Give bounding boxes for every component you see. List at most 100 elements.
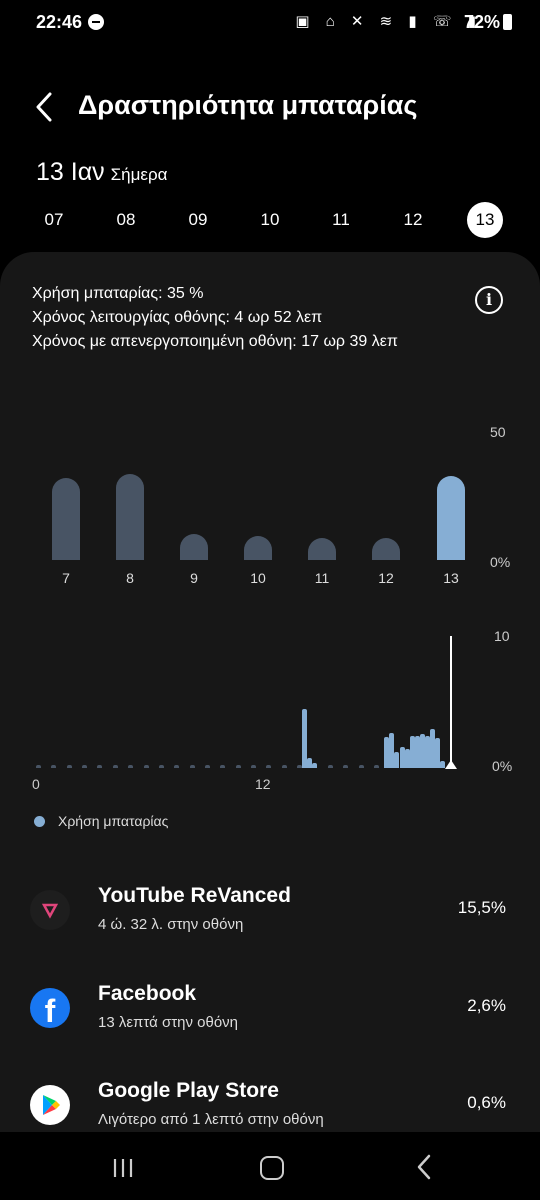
current-time-pointer-icon: [445, 760, 457, 769]
back-arrow-icon[interactable]: [30, 90, 60, 124]
screen-off-time-text: Χρόνος με απενεργοποιημένη οθόνη: 17 ωρ …: [32, 333, 398, 350]
hourly-bar: [251, 765, 257, 768]
app-name: YouTube ReVanced: [98, 884, 291, 907]
hourly-bar: [128, 765, 134, 768]
home-icon[interactable]: [260, 1156, 284, 1180]
hourly-x-tick: 0: [32, 776, 40, 792]
app-row-facebook[interactable]: f Facebook 13 λεπτά στην οθόνη 2,6%: [0, 980, 540, 1060]
hourly-bar: [384, 736, 390, 768]
daily-bar-label: 8: [126, 570, 134, 586]
status-icons: ▣ ⌂ ✕ ≋ ▮ ☏ ▮: [295, 13, 482, 30]
hourly-bar: [307, 758, 313, 768]
app-battery-percent: 15,5%: [457, 898, 506, 917]
hourly-bar: [373, 765, 379, 768]
daily-bar-7[interactable]: [52, 478, 80, 560]
hourly-bar: [174, 765, 180, 768]
date-label: 13 Ιαν: [36, 158, 105, 186]
date-heading: 13 Ιαν Σήμερα: [36, 158, 168, 187]
hourly-x-tick: 12: [255, 776, 271, 792]
hourly-bar: [302, 709, 308, 768]
app-name: Google Play Store: [98, 1079, 279, 1102]
page-title: Δραστηριότητα μπαταρίας: [78, 90, 418, 120]
hourly-bar: [297, 765, 303, 768]
screen-on-time-text: Χρόνος λειτουργίας οθόνης: 4 ωρ 52 λεπ: [32, 309, 323, 326]
app-battery-percent: 2,6%: [467, 996, 506, 1015]
app-screen-time: 13 λεπτά στην οθόνη: [98, 1014, 239, 1031]
hourly-y-min-label: 0%: [492, 758, 513, 774]
battery-icon: [503, 14, 512, 30]
day-07[interactable]: 07: [44, 210, 64, 229]
daily-bar-8[interactable]: [116, 473, 144, 560]
info-icon[interactable]: i: [475, 286, 503, 314]
daily-bar-12[interactable]: [372, 538, 400, 560]
hourly-bar: [143, 765, 149, 768]
hourly-bar: [281, 765, 287, 768]
hourly-bar: [440, 760, 446, 768]
app-row-youtube-revanced[interactable]: YouTube ReVanced 4 ώ. 32 λ. στην οθόνη 1…: [0, 882, 540, 962]
daily-bar-10[interactable]: [244, 536, 272, 560]
daily-bar-label: 13: [443, 570, 459, 586]
youtube-revanced-icon: [30, 890, 70, 930]
day-12[interactable]: 12: [403, 210, 423, 229]
hourly-bar: [343, 765, 349, 768]
hourly-bar: [51, 765, 57, 768]
status-time: 22:46: [36, 12, 83, 32]
hourly-bar: [189, 765, 195, 768]
hourly-bar: [112, 765, 118, 768]
hourly-bar: [394, 751, 400, 768]
hourly-bar: [430, 729, 436, 768]
hourly-bar: [404, 749, 410, 768]
google-play-icon: [30, 1085, 70, 1125]
hourly-usage-chart: 0 12 10 0%: [0, 628, 540, 800]
app-battery-percent: 0,6%: [467, 1093, 506, 1112]
app-screen-time: Λιγότερο από 1 λεπτό στην οθόνη: [98, 1111, 324, 1128]
daily-y-min-label: 0%: [490, 554, 511, 570]
hourly-bar: [66, 765, 72, 768]
hourly-bar: [435, 738, 441, 768]
day-selector: 07 08 09 10 11 12 13: [20, 202, 520, 238]
nav-back-icon[interactable]: [414, 1154, 434, 1180]
daily-usage-chart: 7 8 9 10 11 12 13 50 0%: [0, 420, 540, 590]
app-screen-time: 4 ώ. 32 λ. στην οθόνη: [98, 916, 244, 933]
hourly-bar: [36, 765, 41, 768]
date-sub-label: Σήμερα: [110, 165, 168, 184]
hourly-bar: [358, 765, 364, 768]
daily-bar-label: 9: [190, 570, 198, 586]
app-name: Facebook: [98, 982, 197, 1005]
day-11[interactable]: 11: [332, 210, 350, 229]
legend-label: Χρήση μπαταρίας: [58, 813, 169, 829]
facebook-icon: f: [30, 988, 70, 1028]
hourly-y-max-label: 10: [494, 628, 510, 644]
hourly-bar: [82, 765, 88, 768]
hourly-bar: [204, 765, 210, 768]
hourly-bar: [327, 765, 333, 768]
daily-bar-9[interactable]: [180, 533, 208, 560]
day-09[interactable]: 09: [188, 210, 208, 229]
battery-stats: Χρήση μπαταρίας: 35 % Χρόνος λειτουργίας…: [32, 282, 398, 354]
hourly-bar: [312, 763, 318, 768]
hourly-bar: [399, 746, 405, 768]
hourly-bar: [235, 765, 241, 768]
app-row-google-play-store[interactable]: Google Play Store Λιγότερο από 1 λεπτό σ…: [0, 1077, 540, 1157]
recent-apps-icon[interactable]: [112, 1158, 134, 1178]
hourly-bar: [220, 765, 226, 768]
day-10[interactable]: 10: [260, 210, 280, 229]
daily-bar-label: 12: [378, 570, 394, 586]
hourly-bar: [266, 765, 272, 768]
daily-bar-13[interactable]: [437, 476, 465, 560]
status-bar: 22:46 ▣ ⌂ ✕ ≋ ▮ ☏ ▮ 72%: [0, 0, 540, 44]
day-08[interactable]: 08: [116, 210, 136, 229]
battery-percent: 72%: [463, 12, 500, 32]
daily-bar-11[interactable]: [308, 538, 336, 560]
hourly-bar: [158, 765, 164, 768]
battery-usage-text: Χρήση μπαταρίας: 35 %: [32, 285, 204, 302]
hourly-bar: [425, 735, 431, 768]
do-not-disturb-icon: [88, 14, 104, 30]
hourly-bar: [414, 735, 420, 768]
daily-bar-label: 11: [314, 570, 330, 586]
hourly-bar: [420, 734, 425, 768]
current-time-marker: [450, 636, 452, 768]
day-13[interactable]: 13: [467, 202, 503, 238]
hourly-bar: [97, 765, 103, 768]
daily-bar-label: 10: [250, 570, 266, 586]
